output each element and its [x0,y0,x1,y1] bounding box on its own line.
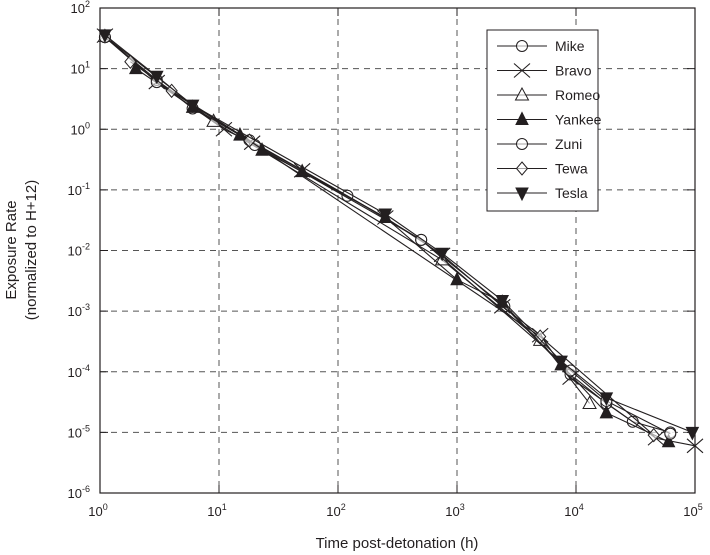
data-point-tewa [243,133,256,148]
x-tick-label: 103 [445,502,464,519]
data-point-bravo [686,438,704,454]
legend-label: Yankee [555,112,602,128]
data-point-tesla [378,208,393,223]
y-axis-label: Exposure Rate [3,200,20,299]
y-tick-label: 10-5 [68,423,90,440]
data-point-zuni [664,427,677,440]
legend-marker-yankee [515,111,529,125]
y-tick-label: 102 [71,0,90,16]
data-point-yankee [661,433,676,448]
series-line-bravo [104,35,696,447]
y-axis-sublabel: (normalized to H+12) [23,180,40,320]
series-layer [96,28,704,454]
legend-marker-romeo [514,86,530,101]
legend-marker-tesla [515,187,529,202]
data-point-zuni [564,364,577,377]
y-tick-label: 100 [71,120,90,137]
series-bravo [96,28,704,454]
data-point-tesla [554,355,568,370]
legend-item-tesla: Tesla [497,185,588,202]
legend-box [486,29,599,212]
y-tick-label: 10-2 [68,242,90,259]
legend-item-mike: Mike [497,38,585,54]
data-point-bravo-stroke [215,121,233,137]
legend: Mike Bravo Romeo Yankee Zuni Tewa Tesla [486,29,602,212]
legend-marker-tewa [515,161,529,176]
ticks: 100 101 102 103 104 105 10-6 10-5 10-4 10-3 10-2 10… [68,0,703,519]
x-tick-label: 101 [207,502,226,519]
legend-marker-bravo [513,63,531,78]
y-tick-label: 10-1 [68,181,90,198]
data-point-yankee [599,404,614,419]
legend-label: Tesla [555,185,588,201]
x-tick-label: 105 [683,502,702,519]
data-point-tesla [185,99,200,114]
data-point-romeo [582,395,597,409]
data-point-tesla [495,294,510,309]
x-tick-label: 104 [564,502,583,519]
legend-item-tewa: Tewa [497,161,588,177]
data-point-tesla [98,29,112,44]
legend-marker-zuni [516,138,528,150]
data-point-tewa [534,329,547,344]
data-point-tesla [435,247,449,262]
y-tick-label: 10-6 [68,484,90,501]
legend-item-yankee: Yankee [497,111,602,128]
legend-label: Bravo [555,63,592,79]
x-tick-label: 102 [326,502,345,519]
data-point-tewa [647,427,660,443]
data-point-tewa [124,54,137,69]
y-tick-label: 101 [71,60,90,77]
y-tick-label: 10-3 [68,302,90,319]
data-point-tewa [165,83,178,99]
grid [100,8,695,493]
legend-label: Tewa [555,161,588,177]
data-point-tesla [685,426,700,441]
legend-label: Romeo [555,87,600,103]
x-tick-label: 100 [88,502,107,519]
legend-item-bravo: Bravo [497,63,592,79]
legend-marker-mike [516,40,528,52]
x-axis-label: Time post-detonation (h) [316,535,479,552]
data-point-bravo-stroke [686,438,704,454]
legend-item-zuni: Zuni [497,136,582,152]
legend-item-romeo: Romeo [497,86,600,103]
legend-marker-bravo-stroke [513,63,531,78]
legend-label: Zuni [555,136,582,152]
series-tesla [98,29,700,441]
data-point-tesla [599,392,614,407]
y-tick-label: 10-4 [68,363,90,380]
legend-label: Mike [555,38,585,54]
data-point-tesla [149,70,164,85]
